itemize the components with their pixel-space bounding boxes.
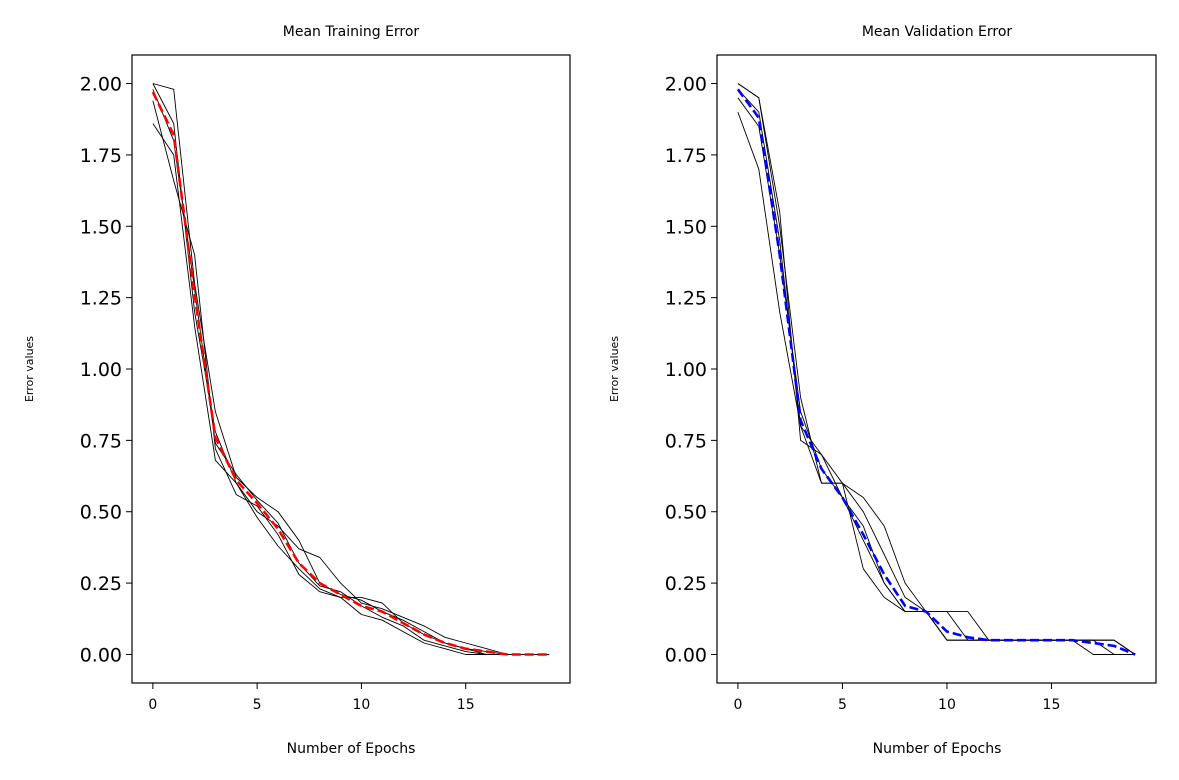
x-tick-label: 0 xyxy=(733,697,742,713)
y-tick-label: 0.75 xyxy=(665,430,707,452)
x-tick-label: 0 xyxy=(148,697,157,713)
y-tick-label: 1.75 xyxy=(665,145,707,167)
axis-ticks: 0 5 10 15 0.00 0.25 0.50 0.75 1.00 1.25 1.50 1.75 2.… xyxy=(80,74,475,713)
y-tick-label: 0.25 xyxy=(665,573,707,595)
axes-frame xyxy=(716,54,1157,684)
x-tick-label: 10 xyxy=(938,697,956,713)
chart-title: Mean Training Error xyxy=(283,24,420,40)
y-tick-label: 1.25 xyxy=(665,288,707,310)
y-tick-label: 0.75 xyxy=(80,430,122,452)
mean-series-line xyxy=(736,88,1136,656)
x-tick-label: 15 xyxy=(1043,697,1061,713)
y-tick-label: 2.00 xyxy=(80,74,122,96)
y-tick-label: 2.00 xyxy=(665,74,707,96)
y-tick-label: 1.25 xyxy=(80,288,122,310)
x-axis-label: Number of Epochs xyxy=(873,741,1002,757)
training-error-chart: Mean Training Error Number of Epochs Err… xyxy=(23,24,571,757)
y-tick-label: 0.50 xyxy=(80,502,122,524)
y-axis-label: Error values xyxy=(608,336,621,402)
x-axis-label: Number of Epochs xyxy=(287,741,416,757)
run-series-line xyxy=(152,100,550,655)
x-tick-label: 10 xyxy=(353,697,371,713)
y-tick-label: 0.00 xyxy=(80,644,122,666)
run-series-line xyxy=(152,89,550,655)
y-tick-label: 0.25 xyxy=(80,573,122,595)
x-tick-label: 5 xyxy=(838,697,847,713)
series-lines xyxy=(736,83,1136,656)
y-tick-label: 1.00 xyxy=(80,359,122,381)
y-axis-label: Error values xyxy=(23,336,36,402)
run-series-line xyxy=(152,83,550,655)
chart-title: Mean Validation Error xyxy=(862,24,1013,40)
y-tick-label: 1.50 xyxy=(80,216,122,238)
y-tick-label: 1.50 xyxy=(665,216,707,238)
y-tick-label: 0.00 xyxy=(665,644,707,666)
run-series-line xyxy=(152,123,550,655)
validation-error-chart: Mean Validation Error Number of Epochs E… xyxy=(608,24,1157,757)
axis-ticks: 0 5 10 15 0.00 0.25 0.50 0.75 1.00 1.25 1.50 1.75 2.… xyxy=(665,74,1061,713)
x-tick-label: 15 xyxy=(457,697,475,713)
y-tick-label: 0.50 xyxy=(665,502,707,524)
x-tick-label: 5 xyxy=(253,697,262,713)
y-tick-label: 1.00 xyxy=(665,359,707,381)
series-lines xyxy=(151,83,550,656)
axes-frame xyxy=(131,54,571,684)
y-tick-label: 1.75 xyxy=(80,145,122,167)
